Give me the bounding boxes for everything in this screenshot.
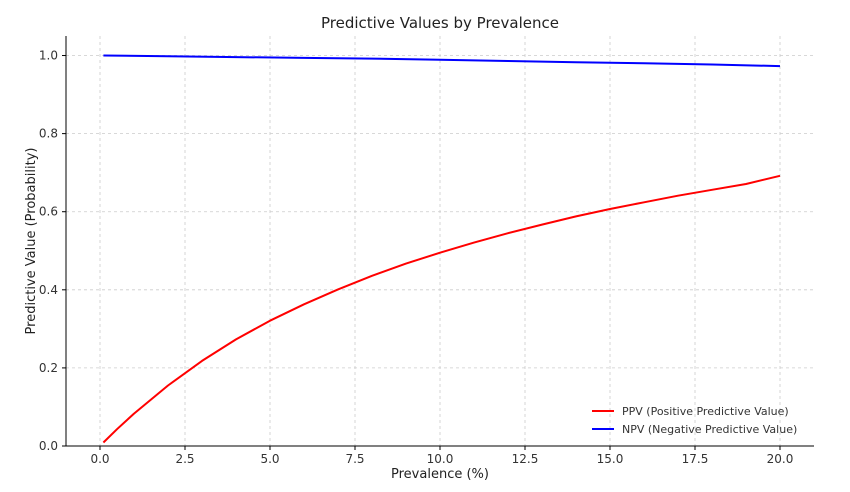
x-tick-label: 12.5 (512, 452, 539, 466)
x-tick-label: 2.5 (175, 452, 194, 466)
legend-label-ppv: PPV (Positive Predictive Value) (622, 405, 789, 418)
y-axis-title: Predictive Value (Probability) (24, 148, 39, 335)
series-line-ppv (102, 174, 781, 444)
legend: PPV (Positive Predictive Value) NPV (Neg… (592, 405, 797, 436)
y-tick-label: 1.0 (39, 49, 58, 63)
y-tick-label: 0.8 (39, 127, 58, 141)
y-tick-label: 0.2 (39, 361, 58, 375)
x-tick-label: 15.0 (597, 452, 624, 466)
y-tick-label: 0.0 (39, 439, 58, 453)
y-tick-label: 0.6 (39, 205, 58, 219)
x-tick-label: 5.0 (260, 452, 279, 466)
x-tick-label: 0.0 (90, 452, 109, 466)
x-tick-label: 7.5 (345, 452, 364, 466)
grid (66, 36, 814, 447)
series-line-npv (103, 54, 781, 68)
x-tick-label: 17.5 (682, 452, 709, 466)
chart-title: Predictive Values by Prevalence (321, 14, 559, 32)
series-layer (102, 54, 781, 444)
x-axis-title: Prevalence (%) (391, 467, 489, 482)
x-tick-label: 20.0 (767, 452, 794, 466)
ticks: 0.0 2.5 5.0 7.5 10.0 12.5 15.0 17.5 20.0 0.0 0.2 0.… (39, 49, 793, 466)
legend-label-npv: NPV (Negative Predictive Value) (622, 423, 797, 436)
x-tick-label: 10.0 (427, 452, 454, 466)
y-tick-label: 0.4 (39, 283, 58, 297)
